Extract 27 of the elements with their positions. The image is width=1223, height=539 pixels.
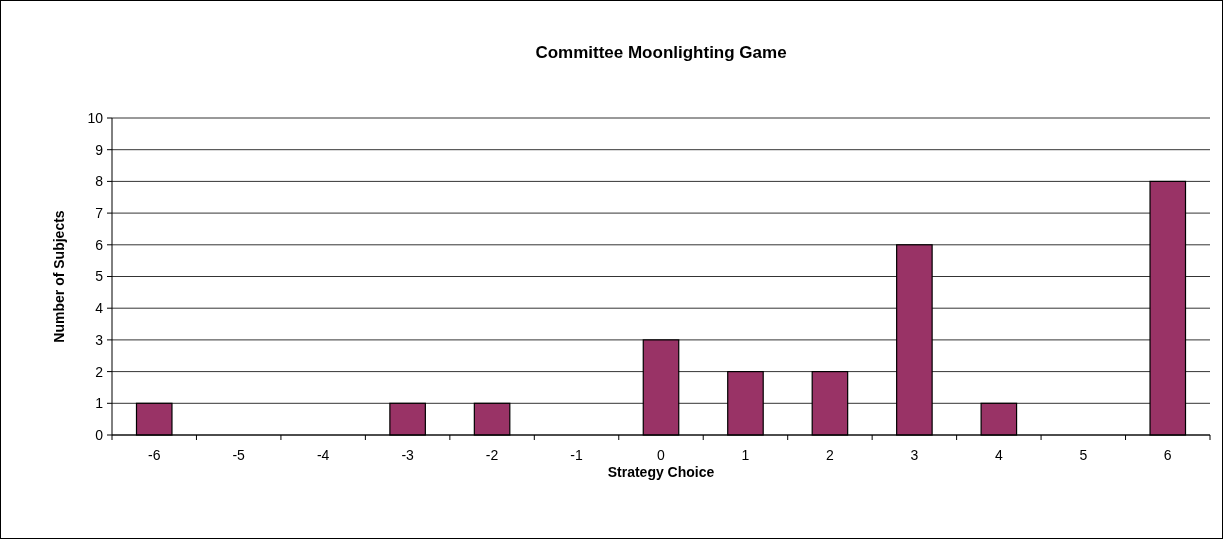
y-tick-label: 8 — [95, 173, 104, 190]
x-tick-label: -1 — [570, 447, 583, 463]
x-tick-label: 1 — [741, 447, 750, 463]
x-tick-label: 6 — [1163, 447, 1172, 463]
y-tick-label: 6 — [95, 236, 104, 253]
y-tick-label: 7 — [95, 205, 104, 221]
y-tick-label: 0 — [95, 426, 104, 443]
y-tick-label: 1 — [95, 395, 104, 412]
x-tick-label: -3 — [401, 447, 415, 463]
x-tick-label: -4 — [316, 447, 330, 463]
x-tick-label: -5 — [232, 447, 246, 463]
x-tick-label: -2 — [485, 447, 499, 463]
y-tick-label: 2 — [95, 363, 104, 380]
x-tick-label: 4 — [994, 447, 1003, 463]
y-axis-title: Number of Subjects — [51, 210, 67, 343]
y-tick-label: 10 — [87, 109, 104, 126]
x-tick-label: 3 — [910, 447, 919, 463]
x-tick-label: 0 — [657, 447, 666, 463]
y-tick-label: 9 — [95, 141, 104, 158]
x-tick-label: 5 — [1079, 447, 1088, 463]
y-tick-label: 5 — [95, 268, 104, 285]
x-tick-label: 2 — [826, 447, 835, 463]
x-tick-label: -6 — [148, 447, 161, 463]
chart-title: Committee Moonlighting Game — [535, 43, 787, 62]
y-tick-label: 4 — [95, 300, 104, 317]
y-tick-label: 3 — [95, 331, 104, 348]
x-axis-title: Strategy Choice — [607, 464, 715, 480]
